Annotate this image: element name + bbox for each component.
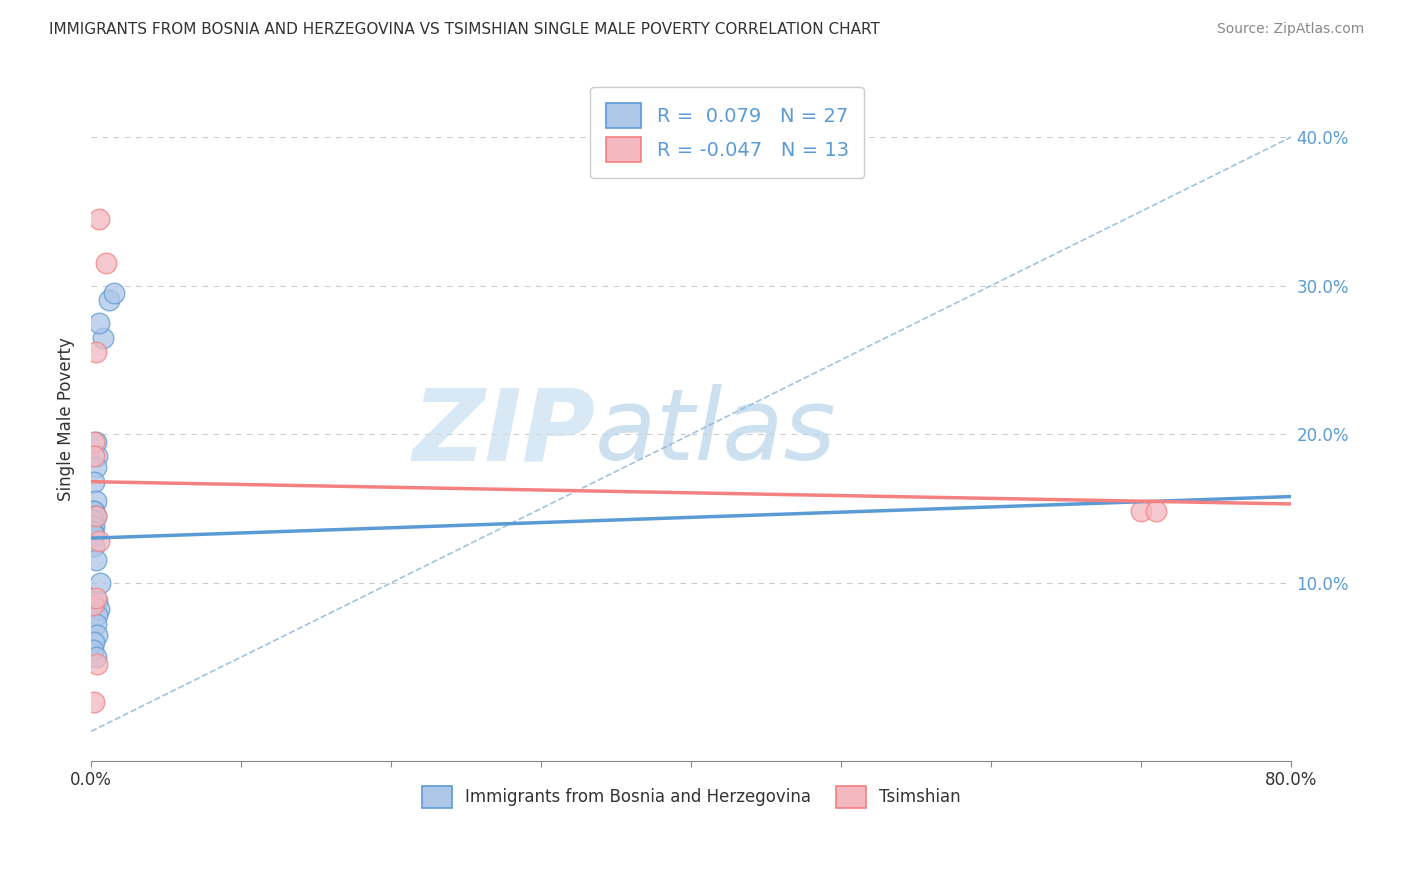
Point — [82, 642, 104, 657]
Point — [84, 617, 107, 632]
Point — [86, 628, 108, 642]
Point — [84, 434, 107, 449]
Text: Source: ZipAtlas.com: Source: ZipAtlas.com — [1216, 22, 1364, 37]
Point — [91, 330, 114, 344]
Point — [83, 475, 105, 489]
Point — [82, 598, 104, 612]
Point — [82, 513, 104, 527]
Point — [84, 650, 107, 665]
Point — [83, 528, 105, 542]
Point — [86, 657, 108, 672]
Point — [82, 524, 104, 538]
Y-axis label: Single Male Poverty: Single Male Poverty — [58, 337, 75, 501]
Text: ZIP: ZIP — [412, 384, 595, 482]
Point — [84, 494, 107, 508]
Point — [103, 285, 125, 300]
Point — [1144, 504, 1167, 518]
Point — [87, 211, 110, 226]
Point — [83, 635, 105, 649]
Point — [84, 553, 107, 567]
Point — [83, 695, 105, 709]
Point — [83, 539, 105, 553]
Point — [83, 450, 105, 464]
Point — [98, 293, 121, 308]
Point — [87, 534, 110, 549]
Point — [82, 504, 104, 518]
Point — [83, 504, 105, 518]
Point — [83, 519, 105, 533]
Point — [84, 459, 107, 474]
Point — [87, 316, 110, 330]
Point — [86, 608, 108, 623]
Point — [89, 575, 111, 590]
Legend: Immigrants from Bosnia and Herzegovina, Tsimshian: Immigrants from Bosnia and Herzegovina, … — [415, 780, 967, 814]
Point — [1130, 504, 1153, 518]
Point — [96, 256, 118, 270]
Point — [86, 593, 108, 607]
Point — [84, 508, 107, 523]
Text: atlas: atlas — [595, 384, 837, 482]
Point — [84, 508, 107, 523]
Point — [84, 591, 107, 605]
Point — [87, 602, 110, 616]
Text: IMMIGRANTS FROM BOSNIA AND HERZEGOVINA VS TSIMSHIAN SINGLE MALE POVERTY CORRELAT: IMMIGRANTS FROM BOSNIA AND HERZEGOVINA V… — [49, 22, 880, 37]
Point — [83, 434, 105, 449]
Point — [86, 450, 108, 464]
Point — [84, 345, 107, 359]
